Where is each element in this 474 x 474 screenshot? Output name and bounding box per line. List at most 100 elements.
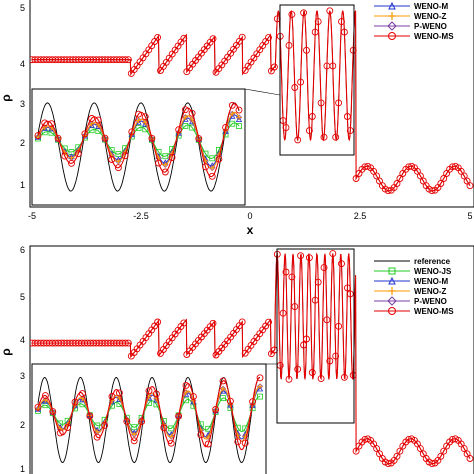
weno-js-inset-point: [209, 155, 216, 162]
bottom-legend-item-weno-js: WENO-JS: [374, 267, 452, 276]
top-x-tick-1: -5: [28, 211, 36, 221]
weno-ms-inset-point: [202, 163, 209, 171]
weno-ms-point: [332, 352, 340, 360]
top-y-tick-3: 3: [20, 99, 25, 109]
weno-ms-point: [440, 447, 448, 455]
weno-ms-point: [343, 284, 351, 292]
weno-ms-point: [285, 375, 293, 383]
weno-ms-point: [335, 99, 343, 107]
weno-ms-inset-point: [108, 156, 116, 163]
weno-ms-inset-point: [167, 439, 175, 447]
weno-ms-point: [303, 335, 310, 343]
weno-ms-inset-point: [71, 398, 79, 406]
weno-ms-point: [349, 371, 357, 379]
bottom-legend-label-weno-z: WENO-Z: [414, 287, 447, 296]
weno-ms-point: [343, 113, 351, 120]
weno-js-inset-line: [37, 396, 260, 433]
bottom-plot-frame: [29, 245, 474, 474]
weno-ms-point: [288, 273, 296, 281]
bottom-series-layer: [30, 250, 474, 468]
weno-ms-point: [393, 180, 401, 187]
weno-js-inset-point: [257, 393, 263, 400]
weno-ms-point: [373, 172, 381, 180]
weno-ms-inset-point: [256, 374, 264, 382]
weno-ms-point: [121, 56, 129, 64]
weno-ms-point: [466, 455, 474, 462]
top-legend: WENO-M WENO-Z P-WENO WENO-MS: [372, 0, 472, 42]
top-plot-frame: [29, 0, 474, 208]
weno-ms-inset-point: [222, 123, 230, 131]
weno-ms-inset-point: [41, 119, 49, 127]
weno-ms-inset-point: [74, 150, 82, 158]
weno-ms-inset-point: [68, 159, 75, 167]
weno-ms-inset-point: [114, 164, 122, 172]
weno-z-inset-point: [89, 121, 95, 127]
weno-ms-inset-point: [49, 408, 57, 416]
weno-ms-point: [303, 46, 310, 54]
weno-ms-point: [300, 341, 308, 349]
weno-ms-point: [338, 18, 345, 26]
weno-ms-point: [294, 365, 302, 373]
weno-z-inset-point: [182, 114, 188, 120]
weno-ms-inset-point: [108, 393, 116, 400]
weno-z-inset-point: [183, 389, 189, 395]
weno-ms-inset-point: [141, 113, 149, 121]
weno-ms-point: [440, 175, 448, 182]
weno-ms-point: [335, 322, 343, 330]
top-y-tick-5: 5: [20, 3, 25, 13]
weno-ms-point: [305, 127, 313, 135]
top-x-tick-4: 2.5: [354, 211, 367, 221]
bottom-inset-frame: [31, 363, 267, 474]
weno-ms-point: [311, 296, 319, 304]
top-y-tick-labels: 1 2 3 4 5: [20, 3, 25, 190]
weno-ms-point: [340, 373, 348, 381]
weno-ms-point: [416, 172, 424, 180]
weno-ms-point: [352, 447, 360, 455]
weno-ms-point: [460, 172, 468, 180]
weno-js-inset-point: [236, 123, 242, 129]
weno-ms-point: [460, 445, 468, 453]
bottom-legend-label-weno-m: WENO-M: [414, 277, 449, 286]
weno-ms-point: [314, 18, 322, 26]
bottom-y-axis-title: ρ: [0, 348, 13, 355]
weno-ms-point: [121, 339, 129, 347]
weno-ms-point: [308, 369, 316, 376]
weno-ms-inset-point: [249, 398, 257, 406]
weno-z-inset-point: [131, 432, 137, 437]
weno-z-inset-point: [209, 165, 215, 171]
weno-ms-inset-point: [234, 438, 242, 446]
weno-ms-inset-point: [47, 120, 55, 128]
weno-ms-inset-point: [64, 424, 72, 432]
weno-m-inset-point: [256, 385, 264, 392]
top-legend-label-weno-m: WENO-M: [414, 2, 449, 11]
weno-z-inset-point: [115, 158, 121, 164]
weno-ms-point: [124, 339, 132, 347]
top-series-layer: [30, 7, 474, 195]
weno-ms-inset-point: [160, 424, 168, 432]
bottom-legend: reference WENO-JS WENO-M WENO-Z P-WENO: [372, 254, 472, 318]
weno-z-inset-point: [236, 114, 242, 120]
weno-js-inset-line: [37, 122, 240, 159]
bottom-y-tick-5: 5: [20, 292, 25, 302]
bottom-y-tick-1: 1: [20, 464, 25, 474]
weno-ms-point: [346, 127, 354, 135]
bottom-y-tick-2: 2: [20, 420, 25, 430]
weno-z-inset-point: [168, 433, 174, 439]
top-inset-layer: [34, 101, 243, 192]
weno-ms-inset-point: [148, 134, 156, 142]
weno-ms-point: [314, 278, 322, 286]
weno-ms-point: [265, 318, 272, 326]
weno-js-inset-point: [182, 123, 189, 129]
weno-ms-inset-line: [37, 377, 260, 451]
weno-ms-point: [238, 33, 246, 41]
weno-z-inset-point: [48, 125, 54, 131]
weno-z-inset-point: [229, 111, 235, 117]
weno-ms-point: [396, 447, 404, 455]
weno-ms-inset-point: [226, 397, 234, 405]
weno-z-inset-point: [220, 386, 226, 392]
weno-ms-inset-point: [145, 387, 153, 395]
weno-ms-point: [323, 316, 331, 324]
weno-ms-inset-point: [61, 152, 69, 160]
weno-ms-inset-line: [37, 103, 240, 178]
